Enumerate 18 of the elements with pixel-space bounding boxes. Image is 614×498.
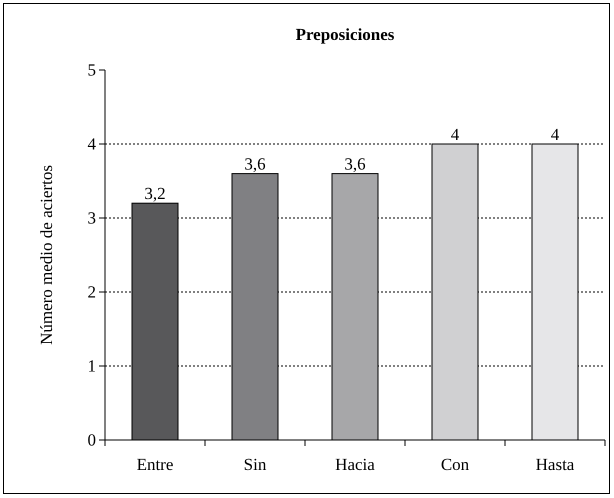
data-label: 3,2 [144, 184, 166, 204]
chart-title: Preposiciones [296, 25, 395, 44]
x-tick-label: Entre [136, 455, 174, 474]
y-tick-label: 4 [88, 134, 96, 154]
y-tick-label: 1 [88, 356, 96, 376]
y-tick-label: 2 [88, 282, 96, 302]
x-tick-label: Hasta [536, 455, 575, 474]
data-label: 3,6 [344, 154, 366, 174]
y-tick-label: 0 [88, 430, 96, 450]
data-label: 4 [450, 125, 460, 144]
y-tick-label: 3 [88, 208, 96, 228]
x-tick-label: Sin [244, 455, 267, 474]
y-tick-label: 5 [88, 60, 96, 80]
data-label: 4 [550, 125, 560, 144]
data-label: 3,6 [244, 154, 266, 174]
x-tick-label: Con [440, 455, 470, 474]
y-axis-title: Número medio de aciertos [37, 165, 56, 345]
x-tick-label: Hacia [335, 455, 376, 474]
